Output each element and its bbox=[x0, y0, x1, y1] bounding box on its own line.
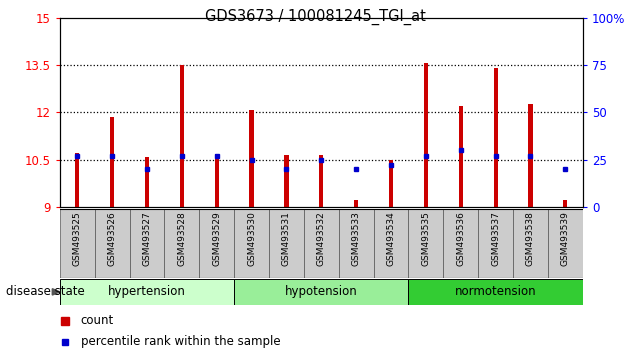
Bar bbox=[459, 106, 463, 207]
Text: percentile rank within the sample: percentile rank within the sample bbox=[81, 335, 280, 348]
Text: GSM493535: GSM493535 bbox=[421, 211, 430, 266]
Text: hypotension: hypotension bbox=[285, 285, 358, 298]
Bar bbox=[354, 200, 358, 207]
Text: hypertension: hypertension bbox=[108, 285, 186, 298]
Bar bbox=[110, 117, 114, 207]
Bar bbox=[444, 209, 478, 278]
Text: GSM493537: GSM493537 bbox=[491, 211, 500, 266]
Bar bbox=[408, 209, 444, 278]
Bar bbox=[60, 209, 94, 278]
Text: GSM493527: GSM493527 bbox=[142, 211, 151, 266]
Bar bbox=[493, 68, 498, 207]
Bar bbox=[60, 279, 234, 305]
Text: GSM493529: GSM493529 bbox=[212, 211, 221, 266]
Bar bbox=[75, 153, 79, 207]
Text: GSM493538: GSM493538 bbox=[526, 211, 535, 266]
Bar bbox=[304, 209, 339, 278]
Bar bbox=[94, 209, 130, 278]
Bar bbox=[548, 209, 583, 278]
Text: GSM493534: GSM493534 bbox=[387, 211, 396, 266]
Bar bbox=[269, 209, 304, 278]
Text: GSM493532: GSM493532 bbox=[317, 211, 326, 266]
Bar bbox=[284, 155, 289, 207]
Bar bbox=[339, 209, 374, 278]
Text: disease state: disease state bbox=[6, 285, 85, 298]
Bar bbox=[164, 209, 199, 278]
Bar bbox=[249, 110, 254, 207]
Bar bbox=[408, 279, 583, 305]
Bar bbox=[529, 104, 532, 207]
Bar bbox=[234, 279, 408, 305]
Bar bbox=[478, 209, 513, 278]
Bar bbox=[215, 154, 219, 207]
Text: GSM493528: GSM493528 bbox=[178, 211, 186, 266]
Text: GSM493526: GSM493526 bbox=[108, 211, 117, 266]
Text: count: count bbox=[81, 314, 114, 327]
Bar bbox=[513, 209, 548, 278]
Text: GSM493531: GSM493531 bbox=[282, 211, 291, 266]
Text: GDS3673 / 100081245_TGI_at: GDS3673 / 100081245_TGI_at bbox=[205, 9, 425, 25]
Bar bbox=[563, 200, 568, 207]
Bar bbox=[130, 209, 164, 278]
Bar bbox=[234, 209, 269, 278]
Text: GSM493525: GSM493525 bbox=[73, 211, 82, 266]
Bar bbox=[424, 63, 428, 207]
Text: normotension: normotension bbox=[455, 285, 536, 298]
Text: GSM493536: GSM493536 bbox=[456, 211, 465, 266]
Bar bbox=[180, 65, 184, 207]
Text: GSM493530: GSM493530 bbox=[247, 211, 256, 266]
Bar bbox=[389, 160, 393, 207]
Text: GSM493533: GSM493533 bbox=[352, 211, 360, 266]
Text: GSM493539: GSM493539 bbox=[561, 211, 570, 266]
Bar bbox=[374, 209, 408, 278]
Polygon shape bbox=[52, 289, 60, 295]
Bar bbox=[319, 155, 323, 207]
Bar bbox=[199, 209, 234, 278]
Bar bbox=[145, 156, 149, 207]
